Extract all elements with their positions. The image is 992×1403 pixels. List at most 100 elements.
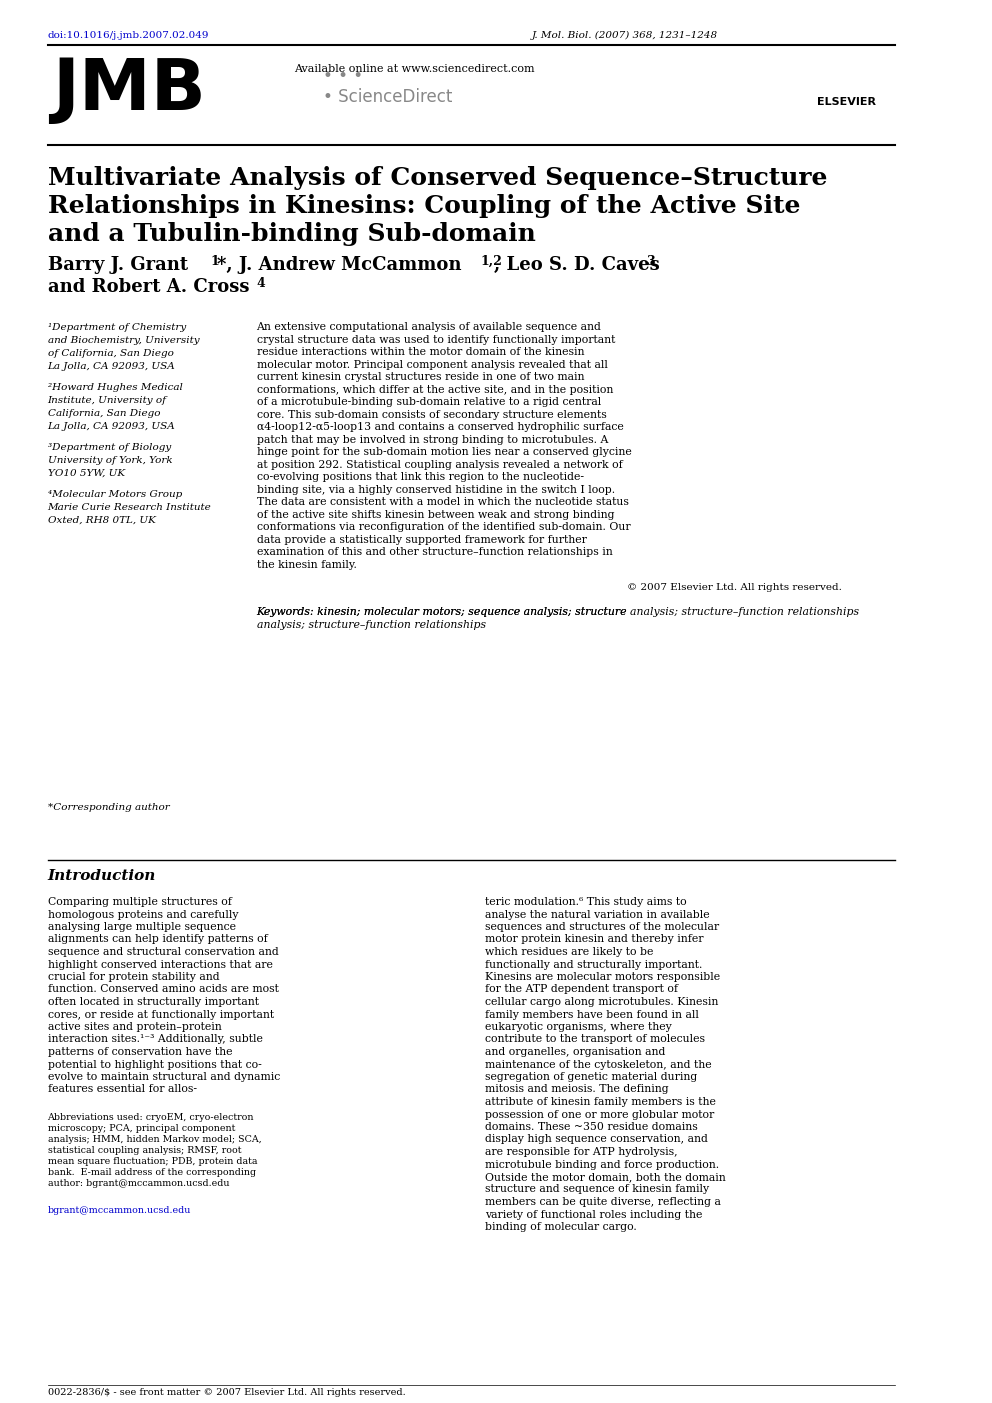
Text: 1: 1 [211,255,219,268]
Text: which residues are likely to be: which residues are likely to be [484,947,653,957]
Text: alignments can help identify patterns of: alignments can help identify patterns of [48,934,267,944]
Text: active sites and protein–protein: active sites and protein–protein [48,1021,221,1033]
Text: microtubule binding and force production.: microtubule binding and force production… [484,1159,718,1170]
Text: JMB: JMB [53,56,206,125]
Text: core. This sub-domain consists of secondary structure elements: core. This sub-domain consists of second… [257,410,606,419]
Text: Comparing multiple structures of: Comparing multiple structures of [48,897,231,906]
Text: residue interactions within the motor domain of the kinesin: residue interactions within the motor do… [257,347,584,356]
Text: the kinesin family.: the kinesin family. [257,560,356,570]
Text: members can be quite diverse, reflecting a: members can be quite diverse, reflecting… [484,1197,720,1207]
Text: Outside the motor domain, both the domain: Outside the motor domain, both the domai… [484,1172,725,1181]
Text: contribute to the transport of molecules: contribute to the transport of molecules [484,1034,704,1044]
Text: binding site, via a highly conserved histidine in the switch I loop.: binding site, via a highly conserved his… [257,484,615,494]
Text: domains. These ~350 residue domains: domains. These ~350 residue domains [484,1122,697,1132]
Text: data provide a statistically supported framework for further: data provide a statistically supported f… [257,535,586,544]
Text: are responsible for ATP hydrolysis,: are responsible for ATP hydrolysis, [484,1148,678,1157]
Text: maintenance of the cytoskeleton, and the: maintenance of the cytoskeleton, and the [484,1059,711,1069]
Text: bank.  E-mail address of the corresponding: bank. E-mail address of the correspondin… [48,1169,256,1177]
Text: Barry J. Grant: Barry J. Grant [48,255,187,274]
Text: Keywords: kinesin; molecular motors; sequence analysis; structure: Keywords: kinesin; molecular motors; seq… [257,607,627,617]
Text: interaction sites.¹⁻³ Additionally, subtle: interaction sites.¹⁻³ Additionally, subt… [48,1034,262,1044]
Text: features essential for allos-: features essential for allos- [48,1085,196,1094]
Text: potential to highlight positions that co-: potential to highlight positions that co… [48,1059,261,1069]
Text: *Corresponding author: *Corresponding author [48,803,170,812]
Text: evolve to maintain structural and dynamic: evolve to maintain structural and dynami… [48,1072,280,1082]
Text: Available online at www.sciencedirect.com: Available online at www.sciencedirect.co… [295,65,535,74]
Text: cellular cargo along microtubules. Kinesin: cellular cargo along microtubules. Kines… [484,998,718,1007]
Text: mean square fluctuation; PDB, protein data: mean square fluctuation; PDB, protein da… [48,1157,257,1166]
Text: La Jolla, CA 92093, USA: La Jolla, CA 92093, USA [48,422,176,431]
Text: analysing large multiple sequence: analysing large multiple sequence [48,922,235,932]
Text: attribute of kinesin family members is the: attribute of kinesin family members is t… [484,1097,715,1107]
Text: ELSEVIER: ELSEVIER [817,97,876,107]
Text: possession of one or more globular motor: possession of one or more globular motor [484,1110,714,1120]
Text: YO10 5YW, UK: YO10 5YW, UK [48,469,125,478]
Text: and a Tubulin-binding Sub-domain: and a Tubulin-binding Sub-domain [48,222,536,246]
Text: patch that may be involved in strong binding to microtubules. A: patch that may be involved in strong bin… [257,435,608,445]
Text: for the ATP dependent transport of: for the ATP dependent transport of [484,985,678,995]
Text: , Leo S. D. Caves: , Leo S. D. Caves [494,255,660,274]
Text: conformations via reconfiguration of the identified sub-domain. Our: conformations via reconfiguration of the… [257,522,630,532]
Text: patterns of conservation have the: patterns of conservation have the [48,1047,232,1056]
Text: University of York, York: University of York, York [48,456,173,464]
Text: function. Conserved amino acids are most: function. Conserved amino acids are most [48,985,279,995]
Text: Keywords: kinesin; molecular motors; sequence analysis; structure analysis; stru: Keywords: kinesin; molecular motors; seq… [257,607,860,617]
Text: conformations, which differ at the active site, and in the position: conformations, which differ at the activ… [257,384,613,394]
Text: analysis; HMM, hidden Markov model; SCA,: analysis; HMM, hidden Markov model; SCA, [48,1135,261,1143]
Text: and Biochemistry, University: and Biochemistry, University [48,335,199,345]
Text: The data are consistent with a model in which the nucleotide status: The data are consistent with a model in … [257,497,628,506]
Text: California, San Diego: California, San Diego [48,410,160,418]
Text: statistical coupling analysis; RMSF, root: statistical coupling analysis; RMSF, roo… [48,1146,241,1155]
Text: ³Department of Biology: ³Department of Biology [48,443,171,452]
Text: and organelles, organisation and: and organelles, organisation and [484,1047,665,1056]
Text: teric modulation.⁶ This study aims to: teric modulation.⁶ This study aims to [484,897,686,906]
Text: of the active site shifts kinesin between weak and strong binding: of the active site shifts kinesin betwee… [257,509,614,519]
Text: 1,2: 1,2 [481,255,503,268]
Text: α4-loop12-α5-loop13 and contains a conserved hydrophilic surface: α4-loop12-α5-loop13 and contains a conse… [257,422,623,432]
Text: co-evolving positions that link this region to the nucleotide-: co-evolving positions that link this reg… [257,471,583,483]
Text: *, J. Andrew McCammon: *, J. Andrew McCammon [216,255,461,274]
Text: • • •
• ScienceDirect: • • • • ScienceDirect [323,67,452,107]
Text: J. Mol. Biol. (2007) 368, 1231–1248: J. Mol. Biol. (2007) 368, 1231–1248 [532,31,718,41]
Text: Introduction: Introduction [48,868,156,882]
Text: sequences and structures of the molecular: sequences and structures of the molecula… [484,922,718,932]
Text: of California, San Diego: of California, San Diego [48,349,174,358]
Text: family members have been found in all: family members have been found in all [484,1010,698,1020]
Text: analysis; structure–function relationships: analysis; structure–function relationshi… [257,620,486,630]
Text: segregation of genetic material during: segregation of genetic material during [484,1072,696,1082]
Text: Kinesins are molecular motors responsible: Kinesins are molecular motors responsibl… [484,972,720,982]
Text: Oxted, RH8 0TL, UK: Oxted, RH8 0TL, UK [48,516,156,525]
Text: sequence and structural conservation and: sequence and structural conservation and [48,947,279,957]
Text: Multivariate Analysis of Conserved Sequence–Structure: Multivariate Analysis of Conserved Seque… [48,166,827,189]
Text: 3: 3 [646,255,655,268]
Text: binding of molecular cargo.: binding of molecular cargo. [484,1222,636,1232]
Text: eukaryotic organisms, where they: eukaryotic organisms, where they [484,1021,672,1033]
Text: examination of this and other structure–function relationships in: examination of this and other structure–… [257,547,612,557]
Text: cores, or reside at functionally important: cores, or reside at functionally importa… [48,1010,274,1020]
Text: analyse the natural variation in available: analyse the natural variation in availab… [484,909,709,919]
Text: crystal structure data was used to identify functionally important: crystal structure data was used to ident… [257,334,615,345]
Text: at position 292. Statistical coupling analysis revealed a network of: at position 292. Statistical coupling an… [257,460,622,470]
Text: motor protein kinesin and thereby infer: motor protein kinesin and thereby infer [484,934,703,944]
Text: ¹Department of Chemistry: ¹Department of Chemistry [48,323,186,333]
Text: structure and sequence of kinesin family: structure and sequence of kinesin family [484,1184,708,1194]
Text: An extensive computational analysis of available sequence and: An extensive computational analysis of a… [257,323,601,333]
Text: doi:10.1016/j.jmb.2007.02.049: doi:10.1016/j.jmb.2007.02.049 [48,31,209,41]
Text: homologous proteins and carefully: homologous proteins and carefully [48,909,238,919]
Text: ⁴Molecular Motors Group: ⁴Molecular Motors Group [48,490,182,499]
Text: Institute, University of: Institute, University of [48,396,167,405]
Text: La Jolla, CA 92093, USA: La Jolla, CA 92093, USA [48,362,176,370]
Text: Relationships in Kinesins: Coupling of the Active Site: Relationships in Kinesins: Coupling of t… [48,194,800,217]
Text: © 2007 Elsevier Ltd. All rights reserved.: © 2007 Elsevier Ltd. All rights reserved… [627,584,842,592]
Text: current kinesin crystal structures reside in one of two main: current kinesin crystal structures resid… [257,372,584,382]
Text: often located in structurally important: often located in structurally important [48,998,259,1007]
Text: Abbreviations used: cryoEM, cryo-electron: Abbreviations used: cryoEM, cryo-electro… [48,1113,254,1122]
Text: 4: 4 [257,276,265,290]
Text: author: bgrant@mccammon.ucsd.edu: author: bgrant@mccammon.ucsd.edu [48,1179,229,1188]
Text: molecular motor. Principal component analysis revealed that all: molecular motor. Principal component ana… [257,359,607,369]
Text: Marie Curie Research Institute: Marie Curie Research Institute [48,504,211,512]
Text: crucial for protein stability and: crucial for protein stability and [48,972,219,982]
Text: bgrant@mccammon.ucsd.edu: bgrant@mccammon.ucsd.edu [48,1207,190,1215]
Text: microscopy; PCA, principal component: microscopy; PCA, principal component [48,1124,235,1134]
Text: hinge point for the sub-domain motion lies near a conserved glycine: hinge point for the sub-domain motion li… [257,448,631,457]
